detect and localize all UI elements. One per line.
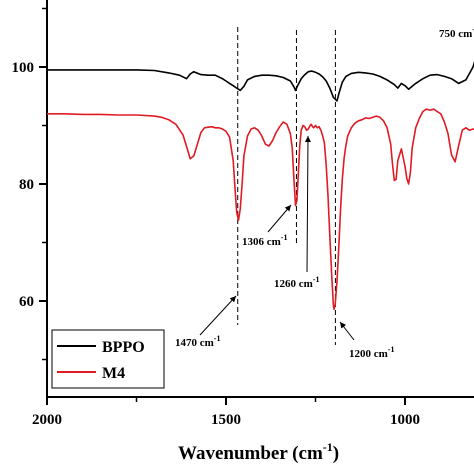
axis-ticks: 2000 1500 1000 60 80 100 [12, 7, 420, 428]
peak-annotation-label: 1306 cm-1 [242, 233, 287, 248]
legend-box [51, 329, 165, 389]
peak-annotation-label: 1200 cm-1 [349, 345, 394, 360]
x-axis-title: Wavenumber (cm-1) [178, 440, 339, 464]
peak-annotation-label: 1260 cm-1 [274, 275, 319, 290]
series-line-m4 [47, 108, 474, 311]
peak-annotation-label: 750 cm-1 [439, 25, 474, 40]
x-tick-label: 2000 [32, 412, 62, 428]
series-line-bppo [47, 61, 474, 102]
legend-label-bppo: BPPO [102, 339, 145, 356]
x-tick-label: 1000 [390, 412, 420, 428]
annotation-arrow [339, 321, 355, 341]
annotation-arrow [267, 204, 292, 233]
peak-annotation-label: 1470 cm-1 [175, 334, 220, 349]
peak-annotations: 1470 cm-1 1306 cm-1 1260 cm-1 1200 cm-1 750 … [175, 25, 474, 360]
legend: BPPO M4 [51, 329, 165, 389]
y-tick-label: 60 [19, 294, 34, 310]
legend-label-m4: M4 [102, 365, 125, 382]
y-tick-label: 80 [19, 177, 34, 193]
annotation-arrow [199, 295, 237, 336]
guide-lines [237, 27, 336, 345]
series-lines [47, 61, 474, 311]
y-tick-label: 100 [12, 60, 35, 76]
annotation-arrow [304, 135, 311, 273]
x-tick-label: 1500 [211, 412, 241, 428]
